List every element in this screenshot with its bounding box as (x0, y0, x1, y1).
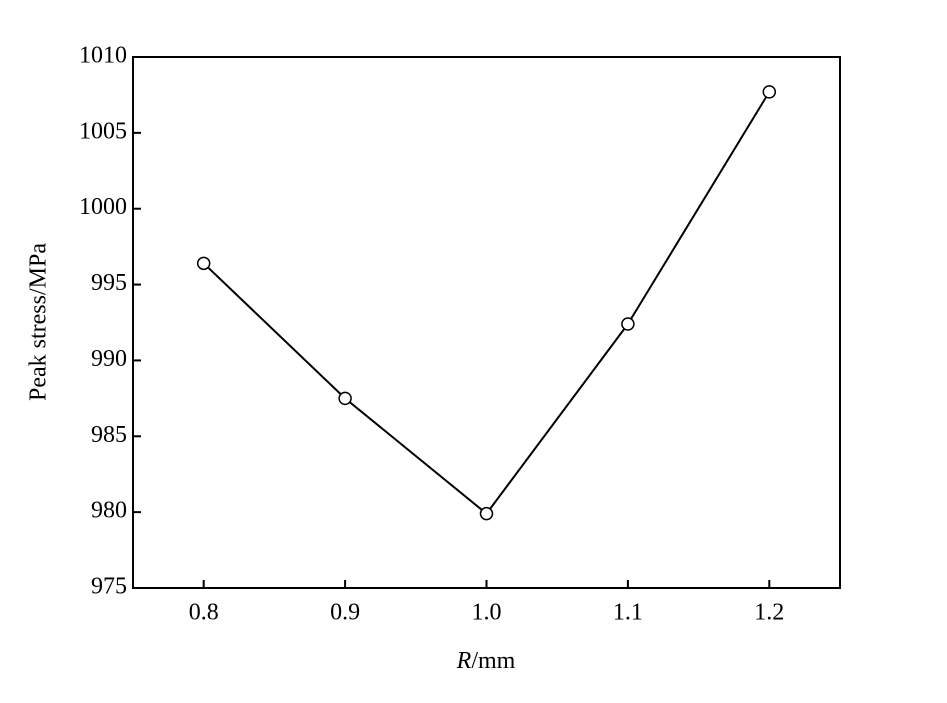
y-tick-label: 975 (91, 574, 127, 600)
x-tick-label: 0.9 (330, 600, 360, 626)
y-tick-label: 1000 (79, 194, 127, 220)
x-tick-label: 1.2 (754, 600, 784, 626)
marker (762, 85, 777, 99)
marker (338, 391, 352, 406)
x-tick-label: 0.8 (189, 600, 219, 626)
line (203, 91, 771, 516)
marker (196, 256, 211, 271)
y-tick-label: 1010 (79, 43, 127, 69)
x-tick-label: 1.1 (613, 600, 643, 626)
y-tick-label: 995 (91, 270, 127, 296)
x-axis-label: R/mm (456, 648, 516, 674)
marker (621, 317, 635, 331)
y-tick-label: 985 (91, 422, 127, 448)
y-tick-label: 1005 (79, 118, 127, 144)
y-tick-label: 980 (91, 498, 127, 524)
y-axis-label: Peak stress/MPa (26, 243, 52, 401)
marker (479, 506, 494, 521)
x-tick-label: 1.0 (472, 600, 502, 626)
y-tick-label: 990 (91, 346, 127, 372)
